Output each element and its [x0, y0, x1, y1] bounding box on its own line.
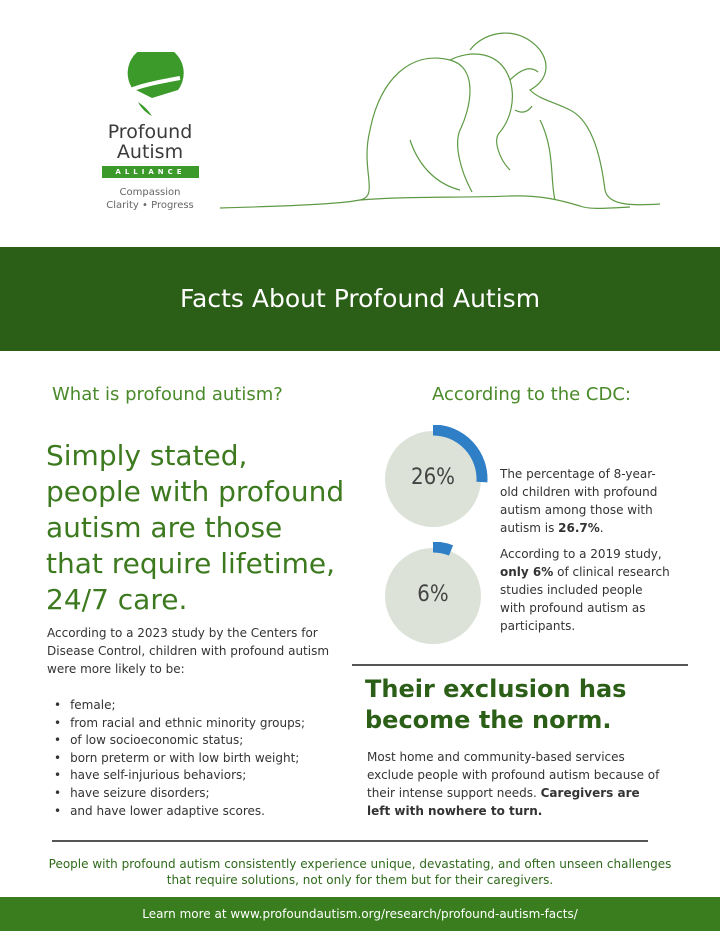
- stat-text-2: According to a 2019 study, only 6% of cl…: [500, 545, 670, 635]
- tagline-2: Clarity • Progress: [106, 200, 194, 211]
- list-item: have seizure disorders;: [54, 785, 305, 803]
- risk-factor-list: female; from racial and ethnic minority …: [54, 697, 305, 820]
- gauge-arc: [432, 542, 454, 556]
- exclusion-bold: Caregivers are left with nowhere to turn…: [367, 786, 640, 818]
- divider: [352, 664, 688, 666]
- gauge-arc: [432, 425, 488, 483]
- stat-text-1: The percentage of 8-year-old children wi…: [500, 465, 670, 537]
- cdc-heading: According to the CDC:: [432, 384, 631, 405]
- list-item: female;: [54, 697, 305, 715]
- exclusion-body: Most home and community-based services e…: [367, 750, 660, 800]
- closing-statement: People with profound autism consistently…: [48, 857, 672, 887]
- gauge-background: [385, 548, 481, 644]
- cdc-study-intro: According to a 2023 study by the Centers…: [47, 626, 330, 676]
- stat-text: .: [599, 521, 604, 535]
- tagline-1: Compassion: [119, 187, 181, 198]
- stat-bold: only 6%: [500, 565, 554, 579]
- list-item: of low socioeconomic status;: [54, 732, 305, 750]
- exclusion-heading: Their exclusion has become the norm.: [365, 675, 627, 734]
- gauge-label: 6%: [417, 582, 449, 607]
- logo-alliance: ALLIANCE: [102, 166, 199, 178]
- stat-text: The percentage of 8-year-old children wi…: [500, 467, 658, 535]
- exclusion-text: Most home and community-based services e…: [367, 748, 667, 820]
- list-item: and have lower adaptive scores.: [54, 803, 305, 821]
- page-title-banner: Facts About Profound Autism: [0, 247, 720, 351]
- footer-link[interactable]: Learn more at www.profoundautism.org/res…: [0, 897, 720, 931]
- list-item: born preterm or with low birth weight;: [54, 750, 305, 768]
- list-item: have self-injurious behaviors;: [54, 767, 305, 785]
- stat-text: of clinical research studies included pe…: [500, 565, 670, 633]
- logo-mark-icon: [125, 52, 184, 116]
- stat-bold: 26.7%: [558, 521, 600, 535]
- what-is-heading: What is profound autism?: [52, 384, 283, 405]
- gauge-background: [385, 431, 481, 527]
- logo-line-2: Autism: [116, 141, 184, 163]
- definition-statement: Simply stated, people with profound auti…: [46, 439, 345, 616]
- logo-line-1: Profound: [107, 121, 193, 143]
- logo-name: Profound Autism: [100, 122, 200, 162]
- embrace-line-illustration: [219, 32, 661, 209]
- gauge-26: [385, 425, 488, 527]
- list-item: from racial and ethnic minority groups;: [54, 715, 305, 733]
- stat-text: According to a 2019 study,: [500, 547, 662, 561]
- gauge-label: 26%: [411, 465, 455, 490]
- divider: [52, 840, 648, 842]
- logo-tagline: Compassion Clarity • Progress: [100, 186, 200, 212]
- gauge-6: [385, 542, 481, 644]
